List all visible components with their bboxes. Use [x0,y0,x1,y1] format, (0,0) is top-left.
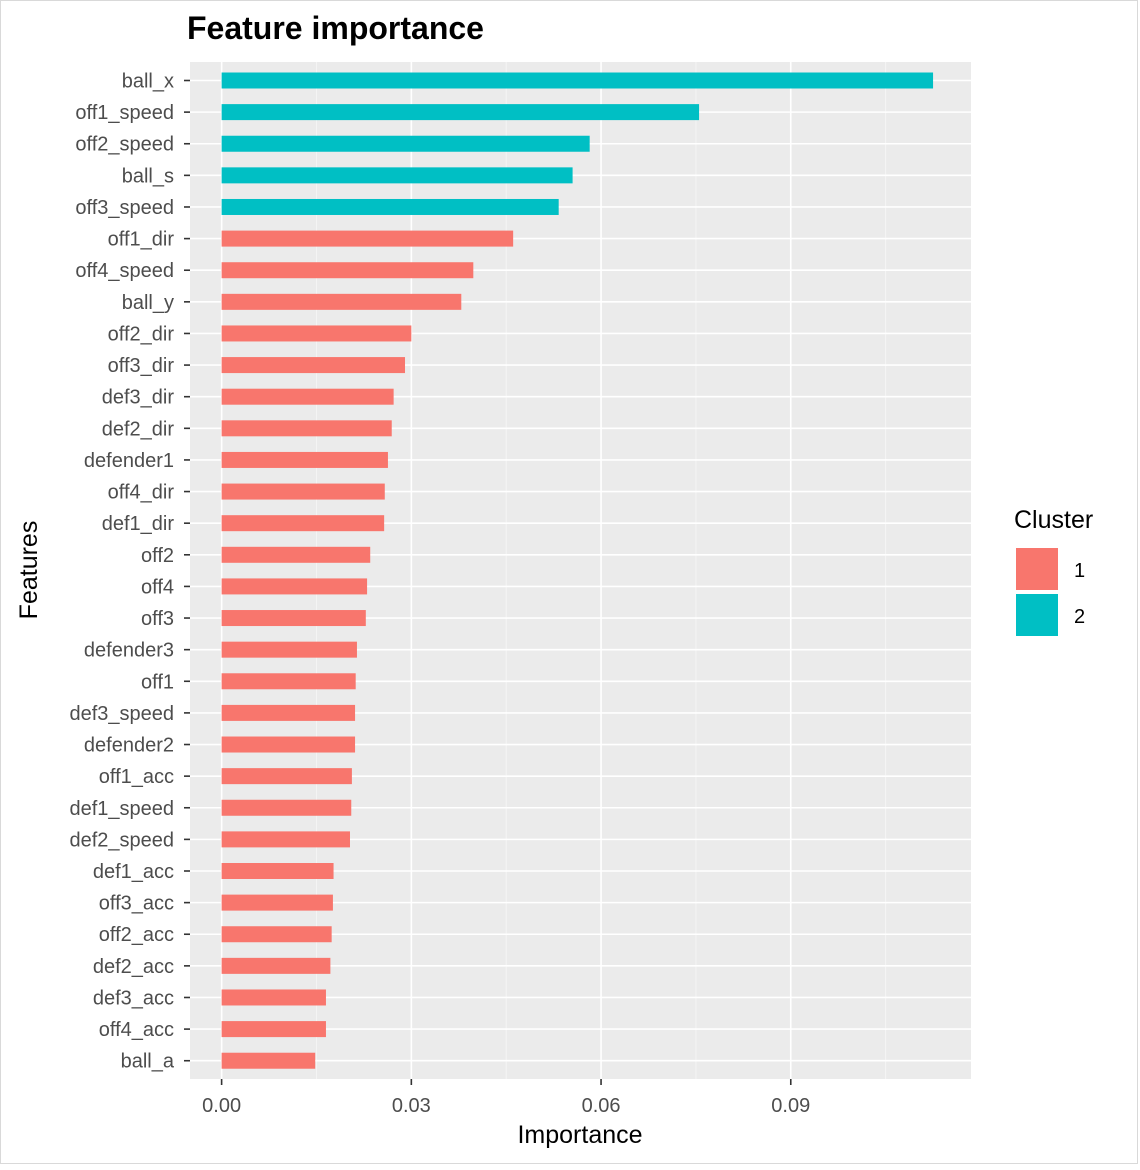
bar-def1-acc [221,863,334,879]
y-axis-title: Features [15,521,43,620]
bars [221,72,934,1069]
bar-off1-acc [221,768,352,785]
y-tick-label: def2_speed [69,829,174,851]
y-tick-label: ball_x [122,71,174,93]
bar-ball-s [221,167,573,184]
chart-title: Feature importance [187,10,484,46]
y-tick-label: off2 [141,545,174,567]
y-tick-label: off4 [141,576,174,598]
bar-off3 [221,610,366,627]
bar-off3-acc [221,894,333,911]
x-axis-title: Importance [517,1121,642,1149]
y-tick-label: off4_acc [99,1019,174,1041]
y-tick-label: off2_acc [99,924,174,946]
y-tick-label: ball_s [122,165,174,187]
y-tick-label: def3_dir [102,387,175,409]
y-tick-label: off3_dir [108,355,175,377]
y-tick-label: ball_a [121,1051,175,1073]
bar-off4-acc [221,1021,326,1038]
y-tick-label: def1_acc [93,861,174,883]
bar-def1-speed [221,799,352,816]
legend-label-cluster-2: 2 [1074,606,1085,628]
y-axis: ball_x off1_speed off2_speed ball_s off3_spe… [69,71,190,1073]
legend: Cluster 12 [1014,506,1093,636]
bar-defender1 [221,451,388,468]
y-tick-label: off3_speed [75,197,174,219]
bar-ball-x [221,72,934,89]
y-tick-label: defender1 [84,450,174,472]
legend-title: Cluster [1014,506,1093,534]
y-tick-label: ball_y [122,292,174,314]
bar-off2 [221,546,371,563]
bar-off4-dir [221,483,385,500]
y-tick-label: off2_speed [75,134,174,156]
y-tick-label: def2_dir [102,418,175,440]
bar-off1-dir [221,230,514,247]
bar-def1-dir [221,515,385,532]
plot-panel [190,62,971,1079]
x-tick-label: 0.03 [392,1095,431,1117]
y-tick-label: off3 [141,608,174,630]
bar-off2-acc [221,926,332,943]
bar-def3-dir [221,388,394,405]
bar-off4-speed [221,262,474,279]
bar-def2-acc [221,957,331,974]
legend-label-cluster-1: 1 [1074,560,1085,582]
bar-off1-speed [221,104,700,121]
bar-defender2 [221,736,356,753]
y-tick-label: defender3 [84,640,174,662]
y-tick-label: off4_dir [108,482,175,504]
y-tick-label: off1 [141,671,174,693]
bar-off3-speed [221,198,559,215]
legend-entries: 12 [1016,548,1085,636]
y-tick-label: off2_dir [108,323,175,345]
bar-off2-dir [221,325,412,342]
y-tick-label: off3_acc [99,893,174,915]
y-tick-label: def3_speed [69,703,174,725]
y-tick-label: off1_speed [75,102,174,124]
y-tick-label: off1_dir [108,229,175,251]
y-tick-label: off4_speed [75,260,174,282]
bar-def3-acc [221,989,326,1006]
bar-ball-a [221,1052,316,1069]
y-tick-label: def1_speed [69,798,174,820]
legend-key-cluster-1 [1016,548,1058,590]
y-tick-label: off1_acc [99,766,174,788]
bar-ball-y [221,293,462,310]
bar-off4 [221,578,368,595]
bar-off1 [221,673,356,690]
y-tick-label: def3_acc [93,987,174,1009]
x-tick-label: 0.09 [771,1095,810,1117]
bar-def2-speed [221,831,350,848]
bar-def2-dir [221,420,392,437]
bar-off2-speed [221,135,590,152]
x-tick-label: 0.00 [202,1095,241,1117]
legend-key-cluster-2 [1016,594,1058,636]
bar-defender3 [221,641,357,658]
bar-off3-dir [221,357,406,374]
y-tick-label: def2_acc [93,956,174,978]
x-axis: 0.00 0.03 0.06 0.09 [202,1079,810,1117]
y-tick-label: def1_dir [102,513,175,535]
x-tick-label: 0.06 [582,1095,621,1117]
bar-def3-speed [221,704,356,721]
y-tick-label: defender2 [84,735,174,757]
